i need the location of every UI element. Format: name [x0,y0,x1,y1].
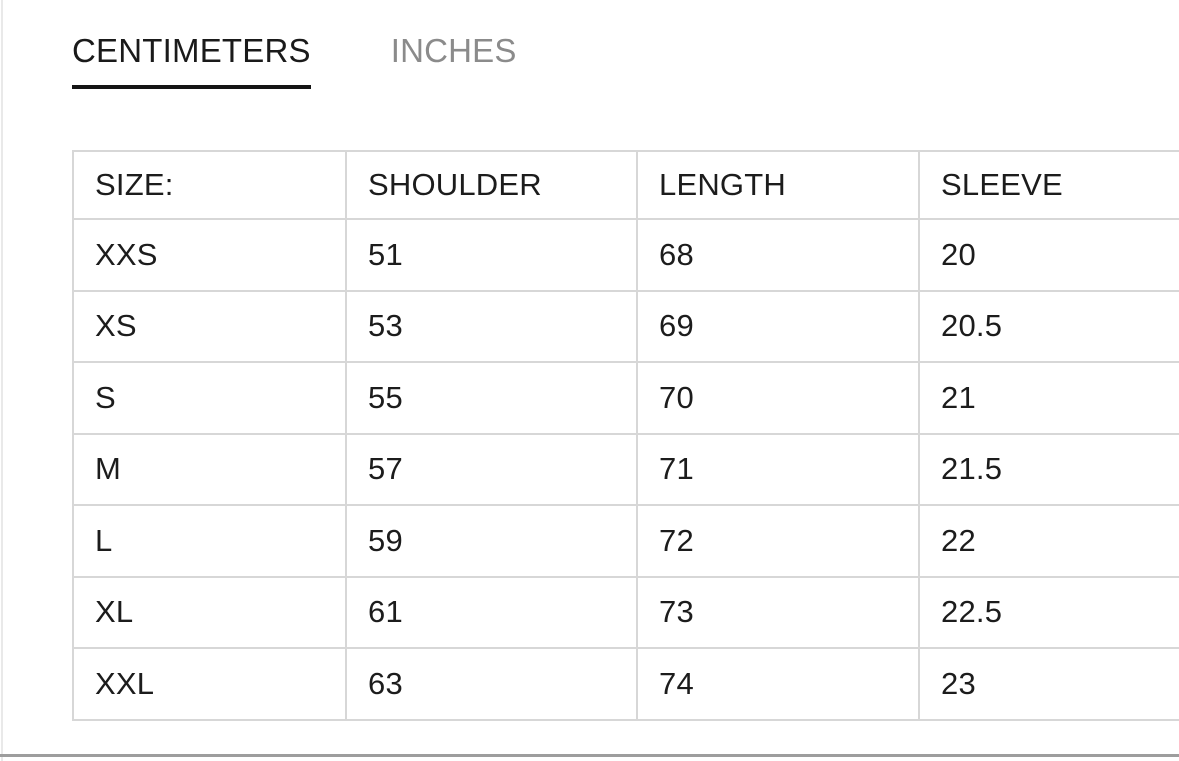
unit-tab-bar: CENTIMETERS INCHES [72,32,517,89]
size-cell: M [72,432,347,506]
header-sleeve: SLEEVE [918,150,1179,220]
size-cell: XS [72,289,347,363]
table-row: XXL 63 74 23 [72,647,1179,721]
header-size: SIZE: [72,150,347,220]
shoulder-cell: 59 [345,504,638,578]
table-row: M 57 71 21.5 [72,432,1179,506]
size-cell: XXL [72,647,347,721]
length-cell: 69 [636,289,920,363]
size-cell: XL [72,575,347,649]
shoulder-cell: 61 [345,575,638,649]
length-cell: 68 [636,218,920,292]
sleeve-cell: 22 [918,504,1179,578]
size-cell: S [72,361,347,435]
shoulder-cell: 53 [345,289,638,363]
size-chart-table: SIZE: SHOULDER LENGTH SLEEVE XXS 51 68 2… [72,150,1179,721]
left-edge-divider [1,0,3,761]
table-row: XL 61 73 22.5 [72,575,1179,649]
shoulder-cell: 51 [345,218,638,292]
length-cell: 71 [636,432,920,506]
length-cell: 72 [636,504,920,578]
sleeve-cell: 22.5 [918,575,1179,649]
length-cell: 74 [636,647,920,721]
size-cell: L [72,504,347,578]
header-shoulder: SHOULDER [345,150,638,220]
shoulder-cell: 55 [345,361,638,435]
table-row: S 55 70 21 [72,361,1179,435]
table-row: XXS 51 68 20 [72,218,1179,292]
sleeve-cell: 23 [918,647,1179,721]
table-header-row: SIZE: SHOULDER LENGTH SLEEVE [72,150,1179,220]
sleeve-cell: 21.5 [918,432,1179,506]
tab-centimeters[interactable]: CENTIMETERS [72,32,311,89]
shoulder-cell: 63 [345,647,638,721]
sleeve-cell: 20.5 [918,289,1179,363]
size-cell: XXS [72,218,347,292]
length-cell: 73 [636,575,920,649]
shoulder-cell: 57 [345,432,638,506]
sleeve-cell: 21 [918,361,1179,435]
tab-inches[interactable]: INCHES [391,32,517,85]
header-length: LENGTH [636,150,920,220]
bottom-divider [0,754,1179,757]
table-row: XS 53 69 20.5 [72,289,1179,363]
table-row: L 59 72 22 [72,504,1179,578]
length-cell: 70 [636,361,920,435]
sleeve-cell: 20 [918,218,1179,292]
